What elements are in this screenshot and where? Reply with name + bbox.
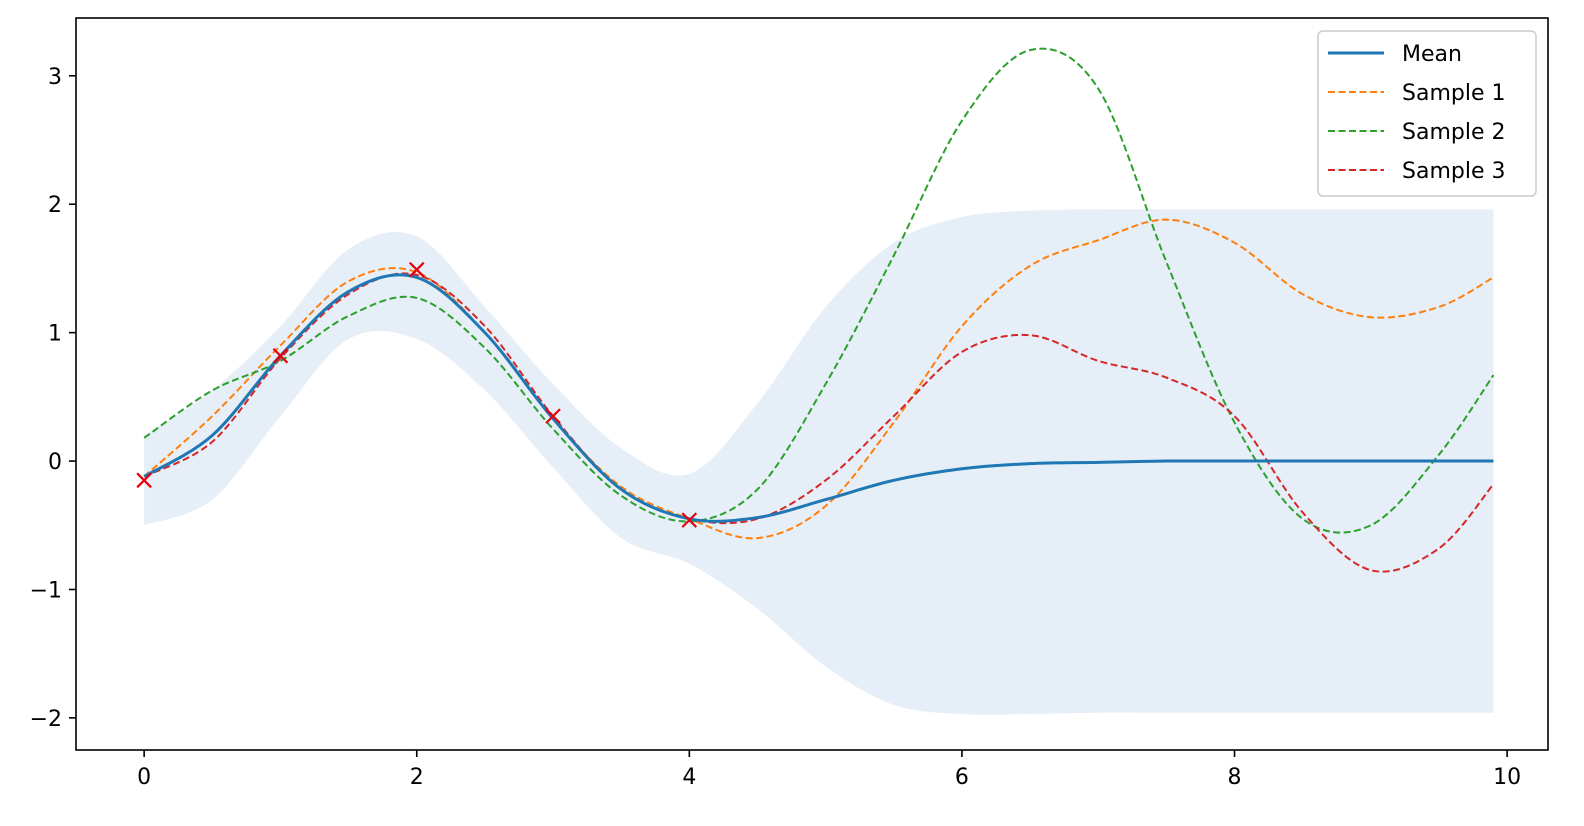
series-line-sample-3 [143, 272, 1495, 573]
observation-marker [272, 347, 289, 364]
y-tick-label: −1 [30, 578, 62, 603]
legend-label-sample-1: Sample 1 [1402, 81, 1505, 106]
plot-content [136, 47, 1495, 715]
x-tick-label: 6 [955, 765, 969, 790]
legend-label-sample-2: Sample 2 [1402, 120, 1505, 145]
y-tick-label: 3 [48, 65, 62, 90]
series-line-sample-1 [143, 218, 1494, 540]
y-tick-label: −2 [30, 707, 62, 732]
x-tick-label: 4 [682, 765, 696, 790]
x-tick-label: 8 [1228, 765, 1242, 790]
legend-label-mean: Mean [1402, 42, 1462, 67]
observation-marker [408, 261, 425, 278]
legend-label-sample-3: Sample 3 [1402, 159, 1505, 184]
series-line-mean [143, 273, 1494, 523]
x-tick-label: 2 [410, 765, 424, 790]
y-tick-label: 1 [48, 322, 62, 347]
legend: Mean Sample 1 Sample 2 Sample 3 [1317, 30, 1537, 197]
y-tick-label: 2 [48, 193, 62, 218]
legend-box [1317, 30, 1537, 197]
x-tick-label: 10 [1493, 765, 1521, 790]
confidence-band [144, 209, 1494, 715]
x-tick-label: 0 [137, 765, 151, 790]
observation-marker [681, 512, 698, 528]
observation-marker [136, 472, 152, 489]
series-line-sample-2 [143, 47, 1495, 534]
y-axis: −2 −1 0 1 2 3 [30, 65, 76, 732]
plot-frame [75, 17, 1549, 751]
x-axis: 0 2 4 6 8 10 [137, 750, 1521, 790]
y-tick-label: 0 [48, 450, 62, 475]
observation-marker [545, 408, 561, 424]
